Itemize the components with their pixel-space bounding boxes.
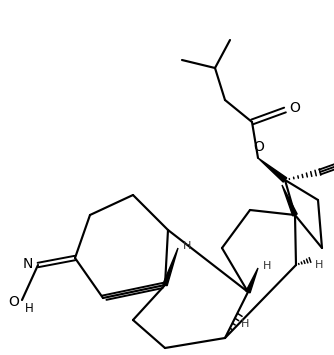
Text: H: H: [263, 261, 271, 271]
Text: O: O: [9, 295, 19, 309]
Text: N: N: [23, 257, 33, 271]
Polygon shape: [282, 185, 297, 216]
Polygon shape: [246, 268, 258, 293]
Polygon shape: [163, 248, 178, 286]
Text: H: H: [315, 260, 323, 270]
Text: H: H: [241, 319, 249, 329]
Text: H: H: [183, 241, 191, 251]
Text: O: O: [290, 101, 301, 115]
Text: H: H: [25, 301, 33, 315]
Text: O: O: [254, 140, 265, 154]
Polygon shape: [258, 158, 287, 182]
